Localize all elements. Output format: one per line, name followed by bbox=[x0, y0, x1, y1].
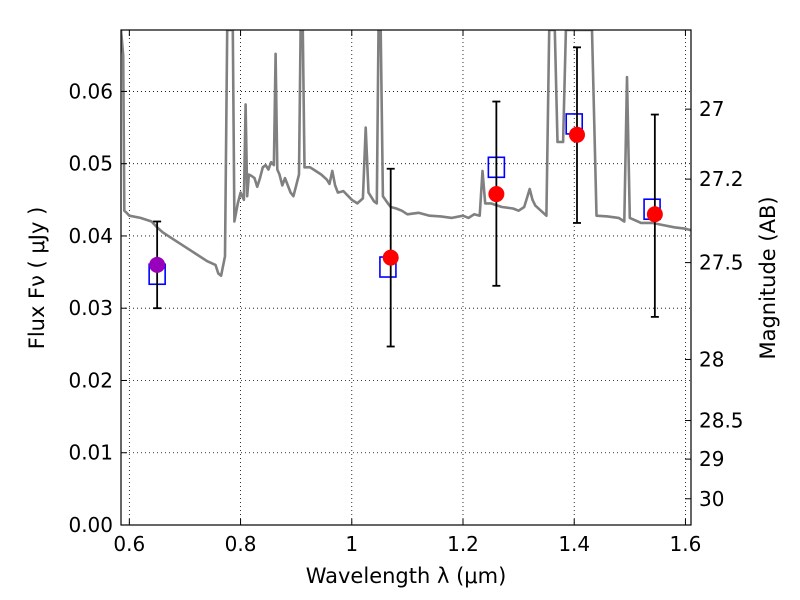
x-tick-label: 1 bbox=[345, 532, 358, 556]
observed-points-group bbox=[149, 126, 663, 273]
observed-point bbox=[646, 206, 663, 223]
mag-tick-label: 27 bbox=[699, 97, 724, 121]
grid bbox=[121, 30, 691, 525]
y-tick-label: 0.06 bbox=[68, 79, 113, 103]
y-tick-label: 0.05 bbox=[68, 152, 113, 176]
observed-point bbox=[569, 126, 585, 143]
x-tick-label: 1.2 bbox=[447, 532, 479, 556]
observed-point bbox=[149, 256, 166, 273]
mag-tick-label: 29 bbox=[699, 447, 724, 471]
x-tick-label: 1.4 bbox=[558, 532, 590, 556]
x-tick-label: 1.6 bbox=[670, 532, 702, 556]
plot-frame bbox=[120, 29, 692, 526]
observed-point bbox=[488, 186, 505, 203]
y-tick-label: 0.04 bbox=[68, 224, 113, 248]
x-tick-label: 0.6 bbox=[113, 532, 145, 556]
y-tick-label: 0.03 bbox=[68, 296, 113, 320]
ticks-group: 0.6 0.8 1 1.2 1.4 1.6 0.00 0.01 0.02 0.03 0.04 0.05… bbox=[68, 30, 744, 556]
plot-background bbox=[121, 30, 691, 525]
y-tick-label: 0.02 bbox=[68, 368, 113, 392]
x-tick-label: 0.8 bbox=[225, 532, 257, 556]
model-sed-line bbox=[121, 30, 691, 277]
mag-tick-label: 28.5 bbox=[699, 409, 744, 433]
y-axis-label: Flux Fν ( μJy ) bbox=[25, 207, 49, 350]
observed-point bbox=[382, 249, 399, 266]
mag-tick-label: 30 bbox=[699, 487, 724, 511]
mag-tick-label: 27.2 bbox=[699, 167, 744, 191]
mag-tick-label: 27.5 bbox=[699, 251, 744, 275]
y-tick-label: 0.01 bbox=[68, 441, 113, 465]
x-axis-label: Wavelength λ (μm) bbox=[306, 564, 507, 588]
y-tick-label: 0.00 bbox=[68, 513, 113, 537]
y2-axis-label: Magnitude (AB) bbox=[756, 196, 780, 359]
model-sed-group bbox=[121, 30, 691, 277]
mag-tick-label: 28 bbox=[699, 347, 724, 371]
